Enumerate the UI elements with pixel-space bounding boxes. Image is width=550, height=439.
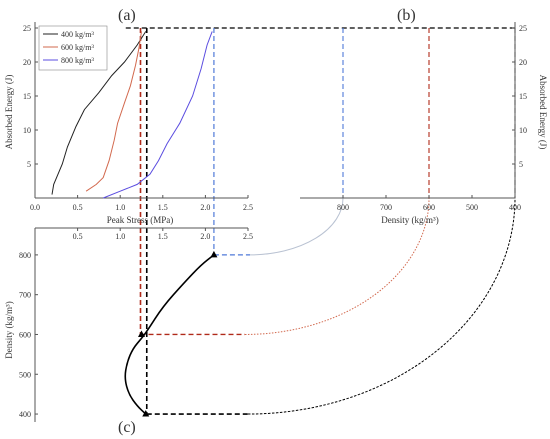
legend-label-2: 600 kg/m³ [61, 43, 94, 52]
panel-c-y-tick-label: 500 [19, 370, 31, 379]
panel-c-marker-3 [210, 250, 218, 258]
labels: 0.0 0.5 1.0 1.5 2.0 2.5 5 10 15 20 25 Peak Stress (… [4, 7, 548, 436]
axes [34, 22, 516, 422]
panel-a-x-tick-label: 1.0 [115, 203, 125, 212]
panel-a-y-tick-label: 20 [23, 58, 31, 67]
panel-b-y-tick-label: 5 [519, 160, 523, 169]
panel-a-series-2 [85, 31, 142, 192]
panel-c-x-tick-label: 1.5 [158, 232, 168, 241]
panel-c-x-tick-label: 2.0 [200, 232, 210, 241]
panel-b-y-tick-label: 25 [519, 24, 527, 33]
panel-c-x-tick-label: 1.0 [115, 232, 125, 241]
panel-a-x-tick-label: 1.5 [158, 203, 168, 212]
panel-a-y-tick-label: 5 [27, 160, 31, 169]
panel-a-y-tick-label: 15 [23, 92, 31, 101]
panel-c-x-tick-label: 0.5 [73, 232, 83, 241]
panel-a-x-label: Peak Stress (MPa) [107, 215, 174, 225]
link-600-arc [244, 197, 430, 335]
panel-b-y-tick-label: 15 [519, 92, 527, 101]
panel-a-y-label: Absorbed Energy (J) [4, 75, 14, 150]
panel-c-y-tick-label: 600 [19, 330, 31, 339]
link-400-arc [247, 197, 516, 415]
panel-c-y-tick-label: 800 [19, 251, 31, 260]
panel-c-y-tick-label: 700 [19, 291, 31, 300]
panel-c-y-tick-label: 400 [19, 410, 31, 419]
panel-a-x-tick-label: 0.5 [73, 203, 83, 212]
legend-box [38, 25, 108, 71]
legend-label-3: 800 kg/m³ [61, 56, 94, 65]
panel-a-series-3 [103, 31, 213, 199]
legend-label-1: 400 kg/m³ [61, 30, 94, 39]
panel-a-x-tick-label: 2.5 [243, 203, 253, 212]
panel-b-x-tick-label: 400 [509, 203, 521, 212]
panel-b-x-tick-label: 700 [380, 203, 392, 212]
panel-b-y-tick-label: 10 [519, 126, 527, 135]
panel-c-label: (c) [118, 419, 136, 436]
panel-c-x-tick-label: 2.5 [243, 232, 253, 241]
panel-a-x-tick-label: 2.0 [200, 203, 210, 212]
panel-a-y-tick-label: 10 [23, 126, 31, 135]
panel-c-marker-2 [138, 330, 145, 337]
panel-b-x-tick-label: 800 [337, 203, 349, 212]
panel-b-x-tick-label: 600 [423, 203, 435, 212]
panel-b-y-tick-label: 20 [519, 58, 527, 67]
panel-b-label: (b) [397, 7, 416, 24]
series [38, 25, 218, 417]
panel-b-x-label: Density (kg/m³) [381, 215, 438, 225]
panel-b-y-label: Absorbed Energy (J) [538, 75, 548, 150]
connector-links [125, 27, 517, 415]
panel-c-marker-1 [142, 410, 150, 417]
link-800-arc [249, 197, 344, 256]
panel-b-x-tick-label: 500 [466, 203, 478, 212]
panel-c-y-label: Density (kg/m³) [4, 301, 14, 358]
panel-c-density-curve [124, 254, 215, 415]
panel-a-y-tick-label: 25 [23, 24, 31, 33]
panel-a-label: (a) [118, 7, 136, 24]
panel-a-x-tick-label: 0.0 [30, 203, 40, 212]
panel-a-series-1 [51, 31, 147, 195]
